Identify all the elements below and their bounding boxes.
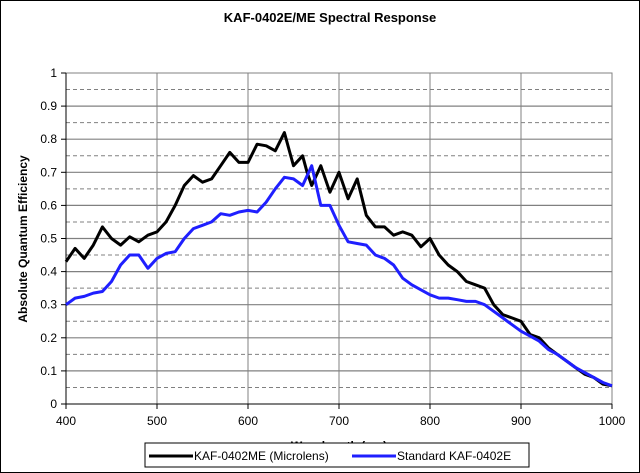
x-tick-label: 400 <box>56 414 76 428</box>
series-line-standard <box>65 164 613 388</box>
x-tick-label: 500 <box>147 414 167 428</box>
legend-label-standard: Standard KAF-0402E <box>397 449 511 463</box>
y-tick-label: 0.4 <box>40 265 57 279</box>
chart-title: KAF-0402E/ME Spectral Response <box>224 10 436 25</box>
legend-box <box>144 442 530 468</box>
x-tick-label: 800 <box>420 414 440 428</box>
y-tick-label: 1 <box>50 66 57 80</box>
y-tick-label: 0.3 <box>40 298 57 312</box>
x-tick-label: 1000 <box>599 414 626 428</box>
y-tick-label: 0.2 <box>40 331 57 345</box>
y-tick-label: 0 <box>50 397 57 411</box>
y-tick-label: 0.8 <box>40 132 57 146</box>
x-tick-label: 900 <box>511 414 531 428</box>
y-tick-label: 0.7 <box>40 165 57 179</box>
y-tick-label: 0.1 <box>40 364 57 378</box>
legend-label-microlens: KAF-0402ME (Microlens) <box>194 449 329 463</box>
y-tick-label: 0.6 <box>40 198 57 212</box>
x-tick-label: 600 <box>238 414 258 428</box>
series-line-microlens <box>64 131 613 388</box>
y-tick-label: 0.9 <box>40 99 57 113</box>
y-axis-label: Absolute Quantum Efficiency <box>16 155 30 323</box>
x-tick-label: 700 <box>329 414 349 428</box>
legend: KAF-0402ME (Microlens) Standard KAF-0402… <box>144 442 530 468</box>
y-tick-label: 0.5 <box>40 232 57 246</box>
